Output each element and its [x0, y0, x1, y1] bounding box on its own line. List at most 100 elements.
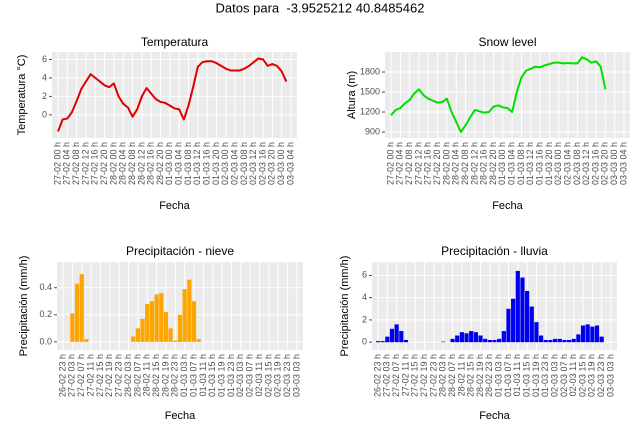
plot-background	[372, 262, 617, 350]
x-tick-label: 28-02 15 h	[151, 354, 161, 397]
bar	[70, 313, 75, 342]
x-tick-label: 28-02 04 h	[118, 142, 128, 185]
x-tick-label: 28-02 15 h	[466, 354, 476, 397]
bar	[154, 294, 159, 342]
x-tick-label: 28-02 03 h	[438, 354, 448, 397]
x-tick-label: 27-02 15 h	[95, 354, 105, 397]
bar	[196, 339, 201, 342]
x-tick-label: 01-03 15 h	[521, 354, 531, 397]
bar	[159, 293, 164, 342]
x-tick-label: 03-03 00 h	[276, 142, 286, 185]
x-tick-label: 02-03 16 h	[257, 142, 267, 185]
bar	[459, 332, 464, 343]
bar	[469, 331, 474, 343]
x-tick-label: 02-03 15 h	[263, 354, 273, 397]
bar	[571, 338, 576, 343]
bar	[520, 277, 525, 343]
x-tick-label: 02-03 19 h	[587, 354, 597, 397]
x-tick-label: 02-03 03 h	[235, 354, 245, 397]
x-tick-label: 01-03 23 h	[226, 354, 236, 397]
y-tick-label: 1200	[360, 106, 380, 116]
y-tick-label: 0.0	[39, 336, 52, 346]
x-tick-label: 28-02 04 h	[451, 142, 461, 185]
x-tick-label: 02-03 23 h	[282, 354, 292, 397]
x-tick-label: 28-02 07 h	[132, 354, 142, 397]
x-tick-label: 28-02 20 h	[155, 142, 165, 185]
x-tick-label: 01-03 20 h	[211, 142, 221, 185]
bar	[74, 283, 80, 342]
x-tick-label: 27-02 07 h	[391, 354, 401, 397]
x-tick-label: 28-02 16 h	[146, 142, 156, 185]
x-tick-label: 01-03 19 h	[216, 354, 226, 397]
x-tick-label: 27-02 15 h	[410, 354, 420, 397]
bar	[511, 298, 516, 343]
y-tick-label: 0.2	[39, 309, 52, 319]
bar	[492, 339, 497, 343]
x-tick-label: 27-02 03 h	[382, 354, 392, 397]
x-tick-label: 26-02 23 h	[57, 354, 67, 397]
bar	[403, 339, 409, 343]
bar	[177, 314, 183, 342]
bar	[487, 339, 492, 343]
panel-title: Temperatura	[141, 35, 209, 49]
x-tick-label: 02-03 12 h	[581, 142, 591, 185]
x-tick-label: 01-03 03 h	[494, 354, 504, 397]
x-tick-label: 27-02 04 h	[395, 142, 405, 185]
x-tick-label: 02-03 15 h	[577, 354, 587, 397]
bar	[497, 338, 502, 343]
x-tick-label: 02-03 07 h	[559, 354, 569, 397]
x-tick-label: 28-02 03 h	[123, 354, 133, 397]
figure-title: Datos para -3.9525212 40.8485462	[216, 0, 425, 15]
x-tick-label: 28-02 16 h	[479, 142, 489, 185]
x-tick-label: 01-03 04 h	[507, 142, 517, 185]
y-axis-title: Precipitación (mm/h)	[339, 256, 351, 357]
x-tick-label: 01-03 16 h	[534, 142, 544, 185]
panel-title: Precipitación - lluvia	[441, 244, 548, 258]
x-tick-label: 01-03 16 h	[201, 142, 211, 185]
x-tick-label: 02-03 20 h	[267, 142, 277, 185]
bar	[389, 328, 395, 343]
x-tick-label: 28-02 00 h	[108, 142, 118, 185]
x-tick-label: 27-02 20 h	[432, 142, 442, 185]
bar	[441, 341, 446, 343]
y-tick-label: 1500	[360, 86, 380, 96]
x-tick-label: 02-03 00 h	[220, 142, 230, 185]
x-tick-label: 27-02 11 h	[85, 354, 95, 396]
bar	[84, 339, 89, 342]
x-tick-label: 02-03 16 h	[590, 142, 600, 185]
x-tick-label: 01-03 07 h	[188, 354, 198, 397]
bar	[187, 279, 192, 342]
bar	[375, 341, 381, 343]
bar	[145, 303, 150, 342]
x-tick-label: 27-02 16 h	[90, 142, 100, 185]
x-tick-label: 27-02 04 h	[62, 142, 72, 185]
y-tick-label: 0	[362, 337, 367, 347]
bar	[464, 333, 469, 343]
bar	[149, 301, 155, 342]
bar	[478, 335, 483, 343]
bar	[585, 324, 590, 343]
x-tick-label: 01-03 00 h	[164, 142, 174, 185]
x-tick-label: 01-03 00 h	[497, 142, 507, 185]
bar	[539, 335, 544, 343]
panel-title: Precipitación - nieve	[126, 244, 234, 258]
bar	[140, 318, 145, 342]
x-tick-label: 27-02 08 h	[71, 142, 81, 185]
bar	[135, 328, 140, 342]
bar	[580, 325, 586, 343]
bar	[131, 336, 136, 342]
x-axis-title: Fecha	[479, 410, 510, 422]
bar	[399, 331, 404, 343]
x-tick-label: 28-02 20 h	[488, 142, 498, 185]
line	[390, 56, 607, 133]
bar	[450, 338, 455, 343]
x-tick-label: 02-03 11 h	[254, 354, 264, 396]
x-tick-label: 27-02 16 h	[423, 142, 433, 185]
x-tick-label: 01-03 04 h	[174, 142, 184, 185]
x-tick-label: 27-02 19 h	[419, 354, 429, 397]
plot-background	[385, 52, 630, 138]
bar	[173, 340, 178, 342]
x-tick-label: 01-03 23 h	[540, 354, 550, 397]
bar	[79, 274, 84, 342]
